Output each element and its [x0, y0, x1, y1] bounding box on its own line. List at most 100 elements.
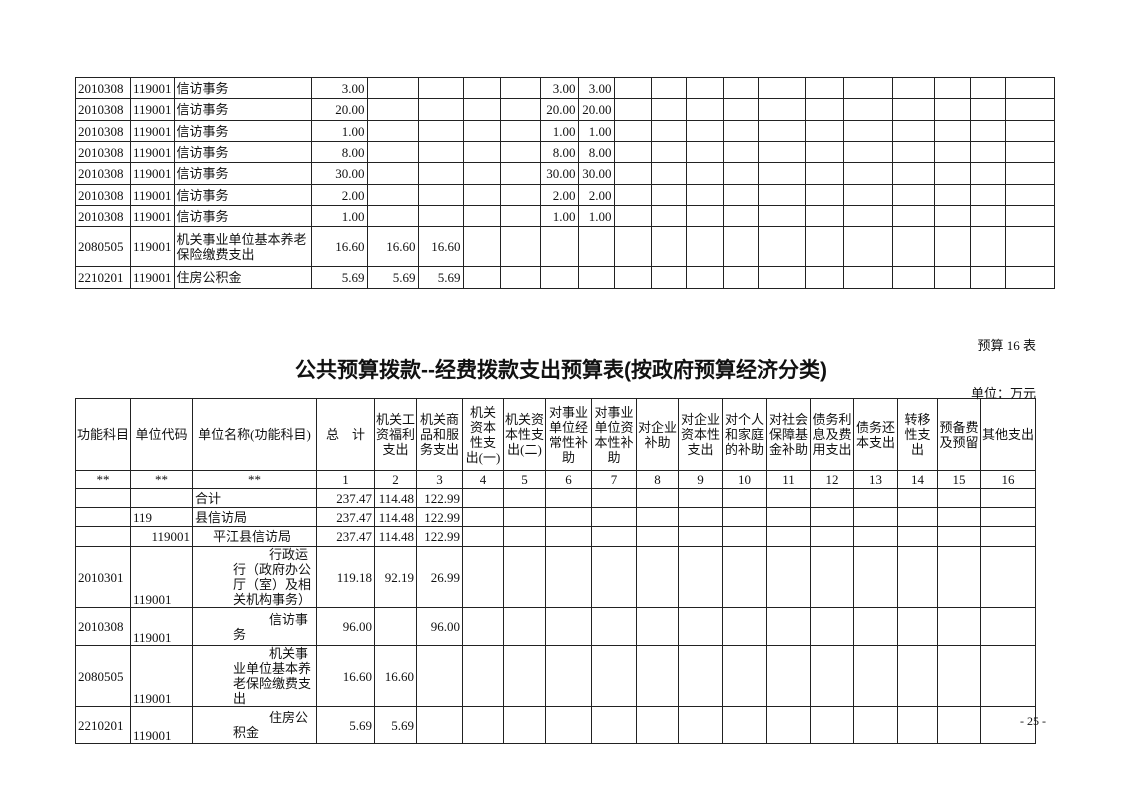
table-cell [462, 98, 501, 121]
table-cell [417, 141, 464, 163]
table-cell [937, 488, 981, 508]
total-cell: 16.60 [310, 226, 368, 267]
table-cell [969, 162, 1006, 185]
table-cell: 1.00 [577, 205, 615, 227]
table-cell [722, 488, 767, 508]
unit-code-cell: 119001 [130, 706, 193, 744]
table-row: 2010301 119001 行政运行（政府办公厅（室）及相关机构事务） 119.18… [75, 546, 1036, 608]
table-cell [842, 226, 893, 267]
column-header: 对个人和家庭的补助 [722, 398, 767, 471]
table-cell [613, 141, 652, 163]
table-cell: 8.00 [577, 141, 615, 163]
table-cell: 2.00 [539, 184, 579, 206]
table-cell [636, 607, 679, 646]
table-cell [766, 488, 811, 508]
table-cell [897, 526, 938, 547]
table-cell [722, 162, 759, 185]
table-row: 119001 平江县信访局 237.47 114.48 122.99 [75, 526, 1036, 547]
table-cell [757, 141, 806, 163]
column-index: 9 [678, 470, 723, 489]
table-cell [757, 120, 806, 142]
unit-name-cell: 机关事业单位基本养老保险缴费支出 [173, 226, 312, 267]
table-cell [897, 546, 938, 608]
total-cell: 96.00 [316, 607, 375, 646]
table-cell [980, 546, 1036, 608]
table-cell [853, 507, 898, 527]
table-cell [842, 77, 893, 99]
table-cell [685, 226, 724, 267]
table-cell [685, 77, 724, 99]
table-cell [980, 488, 1036, 508]
table-cell [937, 507, 981, 527]
unit-name-cell: 信访事务 [173, 77, 312, 99]
column-header: 债务还本支出 [853, 398, 898, 471]
table-cell [853, 706, 898, 744]
table-cell [613, 77, 652, 99]
table-cell [462, 226, 501, 267]
table-cell [937, 526, 981, 547]
table-cell [969, 205, 1006, 227]
column-header: 对企业资本性支出 [678, 398, 723, 471]
table-cell [650, 184, 687, 206]
table-cell [804, 120, 844, 142]
table-row: 2010308 119001 信访事务 20.00 20.00 20.00 [75, 98, 1055, 121]
table-cell [462, 162, 501, 185]
table-cell [980, 507, 1036, 527]
function-code-cell: 2010308 [75, 77, 131, 99]
column-header: 功能科目 [75, 398, 131, 471]
table-cell [810, 526, 854, 547]
table-cell [757, 162, 806, 185]
table-cell [499, 226, 541, 267]
table-row: 2010308 119001 信访事务 8.00 8.00 8.00 [75, 141, 1055, 163]
table-cell [891, 98, 935, 121]
column-index: ** [130, 470, 193, 489]
unit-code-cell: 119001 [130, 205, 175, 227]
table-cell [613, 184, 652, 206]
table-cell [810, 645, 854, 707]
column-header: 单位名称(功能科目) [192, 398, 317, 471]
table-row: 2080505 119001 机关事业单位基本养老保险缴费支出 16.60 16.60 1… [75, 226, 1055, 267]
continued-budget-table: 2010308 119001 信访事务 3.00 3.00 3.00 2010308 1190… [75, 77, 1055, 289]
function-code-cell: 2010308 [75, 98, 131, 121]
table-cell [1004, 162, 1055, 185]
table-cell [1004, 120, 1055, 142]
function-code-cell: 2080505 [75, 226, 131, 267]
table-cell [937, 645, 981, 707]
table-cell [462, 546, 504, 608]
table-cell [722, 77, 759, 99]
table-cell [897, 607, 938, 646]
table-cell [591, 706, 637, 744]
table-cell [685, 98, 724, 121]
table-cell [891, 141, 935, 163]
unit-name-cell: 平江县信访局 [192, 526, 317, 547]
unit-label: 单位：万元 [970, 386, 1036, 401]
table-cell [613, 98, 652, 121]
table-number: 预算 16 表 [977, 338, 1036, 353]
table-cell [980, 526, 1036, 547]
table-cell [503, 546, 546, 608]
table-cell [1004, 266, 1055, 289]
total-cell: 20.00 [310, 98, 368, 121]
table-cell [545, 607, 592, 646]
table-cell [937, 546, 981, 608]
table-cell [366, 98, 419, 121]
table-cell [722, 184, 759, 206]
goods-services-cell: 122.99 [416, 526, 463, 547]
column-header: 预备费及预留 [937, 398, 981, 471]
unit-name-cell: 信访事务 [173, 98, 312, 121]
table-cell [1004, 77, 1055, 99]
table-row: 合计 237.47 114.48 122.99 [75, 488, 1036, 508]
table-cell [462, 607, 504, 646]
unit-code-cell: 119001 [130, 546, 193, 608]
table-cell [842, 205, 893, 227]
table-cell [933, 184, 971, 206]
table-cell [757, 266, 806, 289]
table-cell [650, 120, 687, 142]
table-cell [636, 645, 679, 707]
table-cell [366, 184, 419, 206]
table-cell [650, 141, 687, 163]
table-cell: 20.00 [539, 98, 579, 121]
table-cell [722, 141, 759, 163]
table-cell [842, 120, 893, 142]
table-cell [636, 706, 679, 744]
